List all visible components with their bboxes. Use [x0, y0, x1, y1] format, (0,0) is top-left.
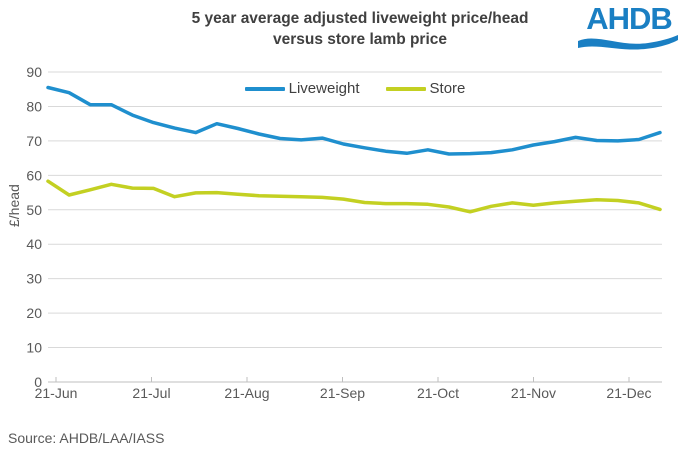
- chart-title: 5 year average adjusted liveweight price…: [60, 8, 660, 50]
- ahdb-logo-text: AHDB: [586, 1, 673, 36]
- ahdb-wave-icon: [578, 35, 678, 50]
- chart-title-line1: 5 year average adjusted liveweight price…: [191, 10, 529, 27]
- ahdb-logo: AHDB: [578, 2, 680, 50]
- y-tick-label: 0: [34, 374, 42, 390]
- x-tick-label: 21-Dec: [606, 385, 651, 401]
- y-tick-label: 90: [26, 64, 42, 80]
- x-tick-label: 21-Oct: [417, 385, 459, 401]
- y-tick-label: 70: [26, 133, 42, 149]
- store-line: [46, 179, 662, 214]
- y-tick-label: 60: [26, 167, 42, 183]
- x-tick-label: 21-Jun: [35, 385, 78, 401]
- legend-item-store: Store: [385, 80, 466, 97]
- x-tick-label: 21-Aug: [224, 385, 269, 401]
- y-tick-label: 10: [26, 340, 42, 356]
- chart-legend: Liveweight Store: [48, 80, 662, 97]
- y-tick-label: 50: [26, 202, 42, 218]
- x-tick-label: 21-Jul: [132, 385, 170, 401]
- legend-label: Liveweight: [288, 80, 360, 97]
- y-tick-label: 80: [26, 98, 42, 114]
- legend-label: Store: [429, 80, 466, 97]
- y-tick-label: 30: [26, 271, 42, 287]
- ahdb-wave-path: [578, 35, 678, 50]
- liveweight-swatch-icon: [244, 86, 285, 91]
- source-note: Source: AHDB/LAA/IASS: [8, 430, 165, 446]
- legend-item-liveweight: Liveweight: [244, 80, 360, 97]
- chart-title-line2: versus store lamb price: [272, 31, 448, 48]
- x-tick-label: 21-Nov: [511, 385, 556, 401]
- y-axis-title: £/head: [6, 184, 22, 227]
- y-tick-label: 20: [26, 305, 42, 321]
- liveweight-line: [46, 85, 662, 156]
- y-tick-label: 40: [26, 236, 42, 252]
- x-tick-label: 21-Sep: [320, 385, 365, 401]
- store-swatch-icon: [385, 86, 426, 91]
